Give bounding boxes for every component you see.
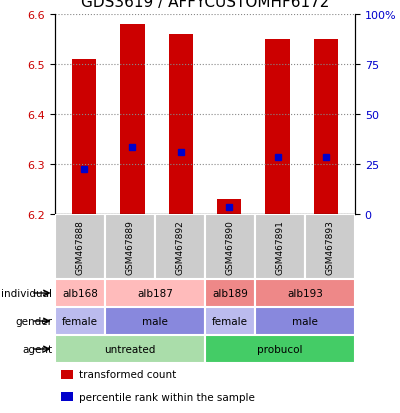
Bar: [169, 35, 193, 214]
Text: GSM467889: GSM467889: [126, 220, 134, 274]
Text: GSM467888: GSM467888: [76, 220, 84, 274]
Bar: [120, 25, 144, 214]
Bar: [266, 40, 290, 214]
FancyBboxPatch shape: [255, 214, 305, 279]
Text: GSM467891: GSM467891: [276, 220, 284, 274]
FancyBboxPatch shape: [255, 307, 355, 335]
Text: alb189: alb189: [212, 288, 248, 298]
FancyBboxPatch shape: [55, 335, 205, 363]
Title: GDS3619 / AFFYCUSTOMHF6172: GDS3619 / AFFYCUSTOMHF6172: [81, 0, 329, 9]
FancyBboxPatch shape: [55, 307, 105, 335]
Text: untreated: untreated: [104, 344, 156, 354]
Text: GSM467890: GSM467890: [226, 220, 234, 274]
Text: individual: individual: [1, 288, 52, 298]
FancyBboxPatch shape: [155, 214, 205, 279]
FancyBboxPatch shape: [105, 214, 155, 279]
Text: alb168: alb168: [62, 288, 98, 298]
Text: male: male: [142, 316, 168, 326]
FancyBboxPatch shape: [205, 307, 255, 335]
Text: percentile rank within the sample: percentile rank within the sample: [79, 392, 255, 402]
FancyBboxPatch shape: [105, 307, 205, 335]
Text: gender: gender: [15, 316, 52, 326]
FancyBboxPatch shape: [205, 335, 355, 363]
Bar: [217, 199, 241, 214]
Text: alb193: alb193: [287, 288, 323, 298]
Bar: [314, 40, 338, 214]
FancyBboxPatch shape: [105, 279, 205, 307]
Text: transformed count: transformed count: [79, 369, 176, 379]
Bar: [61, 370, 73, 379]
FancyBboxPatch shape: [305, 214, 355, 279]
Text: alb187: alb187: [137, 288, 173, 298]
Text: agent: agent: [22, 344, 52, 354]
Text: male: male: [292, 316, 318, 326]
Bar: [72, 60, 96, 214]
FancyBboxPatch shape: [205, 279, 255, 307]
FancyBboxPatch shape: [205, 214, 255, 279]
FancyBboxPatch shape: [55, 214, 105, 279]
FancyBboxPatch shape: [55, 279, 105, 307]
Text: probucol: probucol: [257, 344, 303, 354]
Text: female: female: [212, 316, 248, 326]
Bar: [61, 392, 73, 401]
Text: GSM467893: GSM467893: [326, 220, 334, 274]
Text: female: female: [62, 316, 98, 326]
Text: GSM467892: GSM467892: [176, 220, 184, 274]
FancyBboxPatch shape: [255, 279, 355, 307]
